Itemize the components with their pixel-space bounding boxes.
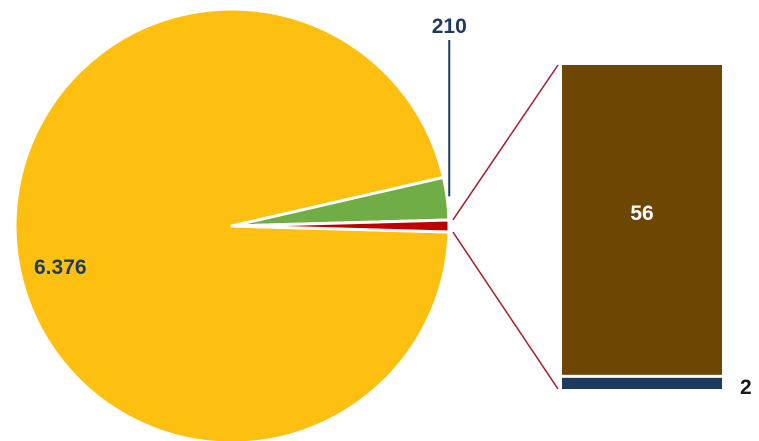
bar-segment-bottom xyxy=(562,377,722,389)
data-label-slice-main: 6.376 xyxy=(34,256,87,279)
breakout-bar xyxy=(562,65,722,389)
data-label-bar-segment-bottom: 2 xyxy=(740,376,752,399)
data-label-bar-segment-top: 56 xyxy=(630,202,653,225)
connector-line-bottom xyxy=(452,231,559,390)
connector-line-top xyxy=(452,64,559,221)
pie xyxy=(13,7,451,441)
bar-segment-top xyxy=(562,65,722,375)
pie-slice-breakout xyxy=(230,218,451,234)
breakout-connectors xyxy=(452,64,559,390)
data-label-slice-green: 210 xyxy=(432,15,467,38)
data-labels: 6.376 210 56 2 xyxy=(34,15,752,399)
